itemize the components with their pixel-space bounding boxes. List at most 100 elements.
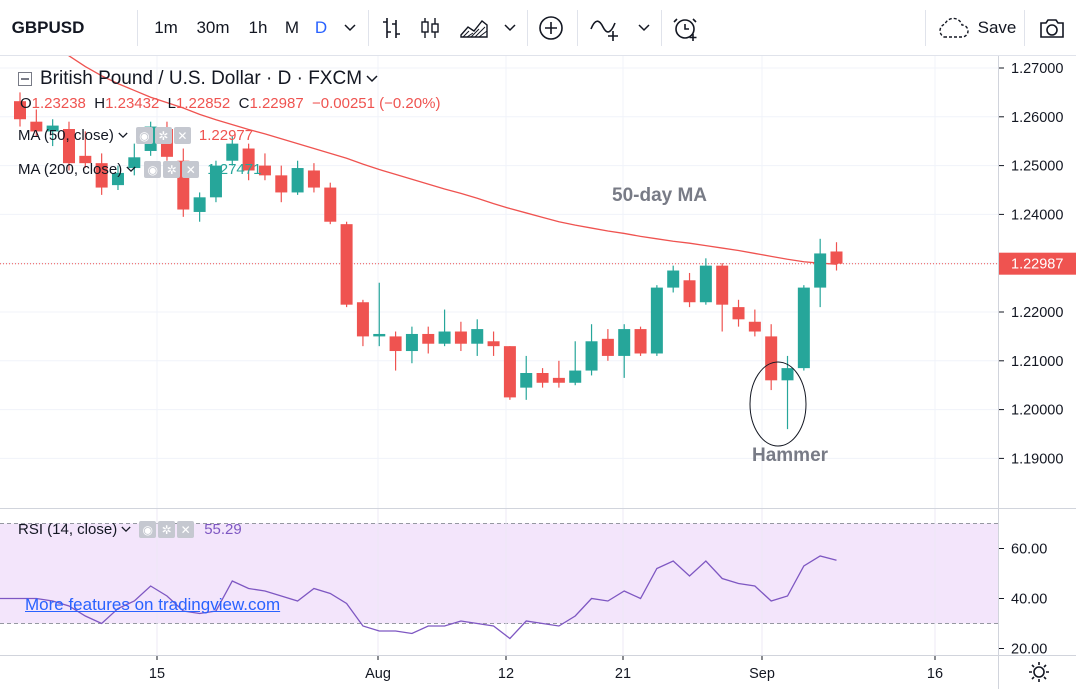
candle-body	[814, 253, 827, 288]
candle-body	[634, 329, 647, 354]
gear-icon[interactable]	[999, 656, 1076, 689]
high-value: 1.23432	[105, 95, 160, 112]
candle-body	[438, 331, 451, 344]
time-tick-label: 16	[927, 666, 943, 682]
time-axis-scale: 15 Aug 12 21 Sep 16	[149, 656, 943, 682]
open-label: O	[20, 95, 32, 112]
toolbar-divider	[577, 10, 578, 46]
price-chart-pane[interactable]: British Pound / U.S. Dollar · D · FXCM O…	[0, 56, 998, 508]
add-indicator-button[interactable]	[533, 0, 569, 56]
compare-button[interactable]	[584, 0, 628, 56]
rsi-controls: ◉ ✲ ✕	[139, 521, 195, 538]
open-value: 1.23238	[31, 95, 86, 112]
rsi-band	[0, 523, 998, 624]
ma50-name[interactable]: MA (50, close)	[18, 127, 114, 144]
interval-1m-label: 1m	[154, 18, 178, 37]
top-toolbar: GBPUSD 1m 30m 1h M D Save	[0, 0, 1076, 56]
candle-body	[650, 287, 663, 354]
legend-title[interactable]: British Pound / U.S. Dollar · D · FXCM	[40, 68, 363, 89]
price-tick-label: 1.22000	[1011, 305, 1063, 321]
low-value: 1.22852	[176, 95, 231, 112]
bar-style-button[interactable]	[376, 0, 408, 56]
candle-body	[487, 341, 500, 347]
rsi-axis[interactable]: 60.00 40.00 20.00	[998, 509, 1076, 658]
close-icon[interactable]: ✕	[177, 521, 195, 538]
price-tick-label: 1.21000	[1011, 354, 1063, 370]
interval-1m-button[interactable]: 1m	[148, 0, 184, 56]
gear-icon[interactable]: ✲	[154, 127, 172, 144]
close-icon[interactable]: ✕	[182, 161, 200, 178]
time-tick-label: 21	[615, 666, 631, 682]
candle-body	[454, 331, 467, 344]
low-label: L	[167, 95, 177, 112]
eye-icon[interactable]: ◉	[139, 521, 157, 538]
rsi-tick-label: 60.00	[1011, 542, 1047, 558]
alert-button[interactable]	[666, 0, 706, 56]
compare-dropdown-button[interactable]	[632, 0, 656, 56]
price-tick-label: 1.26000	[1011, 110, 1063, 126]
chevron-down-icon[interactable]	[121, 526, 131, 533]
rsi-legend: RSI (14, close) ◉ ✲ ✕ 55.29	[18, 521, 242, 538]
price-axis[interactable]: 1.270001.260001.250001.240001.230001.220…	[998, 56, 1076, 508]
ma50-line	[68, 56, 837, 265]
interval-m-label: M	[284, 18, 300, 37]
candle-body	[716, 265, 729, 305]
pane-divider[interactable]	[0, 508, 1076, 509]
area-style-button[interactable]	[454, 0, 494, 56]
interval-1h-label: 1h	[248, 18, 268, 37]
save-button[interactable]: Save	[932, 0, 1020, 56]
change-value: −0.00251 (−0.20%)	[312, 95, 441, 112]
candle-body	[193, 197, 206, 212]
interval-d-button[interactable]: D	[308, 0, 334, 56]
symbol-search-button[interactable]: GBPUSD	[8, 0, 88, 56]
candle-body	[748, 321, 761, 332]
interval-30m-button[interactable]: 30m	[190, 0, 236, 56]
gear-icon[interactable]: ✲	[158, 521, 176, 538]
price-tick-label: 1.19000	[1011, 451, 1063, 467]
collapse-icon[interactable]	[18, 72, 32, 86]
candle-body	[242, 148, 255, 171]
rsi-axis-scale: 60.00 40.00 20.00	[999, 542, 1047, 658]
candle-body	[765, 336, 778, 381]
candle-style-icon	[421, 18, 439, 38]
intervals-dropdown-button[interactable]	[338, 0, 362, 56]
gear-icon[interactable]: ✲	[163, 161, 181, 178]
rsi-chart[interactable]	[0, 509, 998, 655]
time-tick-label: Aug	[365, 666, 391, 682]
eye-icon[interactable]: ◉	[135, 127, 153, 144]
interval-m-button[interactable]: M	[278, 0, 306, 56]
tradingview-link[interactable]: More features on tradingview.com	[25, 595, 281, 614]
rsi-pane[interactable]: RSI (14, close) ◉ ✲ ✕ 55.29 More features …	[0, 509, 998, 655]
cloud-save-icon	[938, 17, 969, 38]
chart-style-dropdown-button[interactable]	[498, 0, 522, 56]
price-chart[interactable]	[0, 56, 998, 508]
candle-body	[683, 280, 696, 303]
candle-body	[258, 165, 271, 176]
chevron-down-icon[interactable]	[126, 166, 136, 173]
interval-1h-button[interactable]: 1h	[242, 0, 274, 56]
time-axis[interactable]: 15 Aug 12 21 Sep 16	[0, 655, 998, 689]
price-axis-scale: 1.270001.260001.250001.240001.230001.220…	[999, 61, 1076, 467]
candle-body	[14, 101, 26, 120]
candle-style-button[interactable]	[414, 0, 446, 56]
toolbar-divider	[137, 10, 138, 46]
candle-body	[111, 172, 124, 186]
chevron-down-icon[interactable]	[366, 75, 378, 83]
chevron-down-icon[interactable]	[118, 132, 128, 139]
ma200-name[interactable]: MA (200, close)	[18, 161, 123, 178]
chart-settings-corner[interactable]	[998, 655, 1076, 689]
toolbar-divider	[661, 10, 662, 46]
candle-body	[389, 336, 402, 352]
ma200-value: 1.27471	[207, 161, 262, 178]
rsi-name[interactable]: RSI (14, close)	[18, 521, 118, 538]
eye-icon[interactable]: ◉	[144, 161, 162, 178]
price-tick-label: 1.20000	[1011, 403, 1063, 419]
candle-body	[95, 163, 108, 188]
close-icon[interactable]: ✕	[173, 127, 191, 144]
candle-body	[699, 265, 712, 303]
snapshot-button[interactable]	[1032, 0, 1072, 56]
candle-body	[422, 333, 435, 344]
alert-clock-icon	[673, 18, 697, 41]
chevron-down-icon	[344, 24, 356, 32]
candle-body	[307, 170, 320, 188]
